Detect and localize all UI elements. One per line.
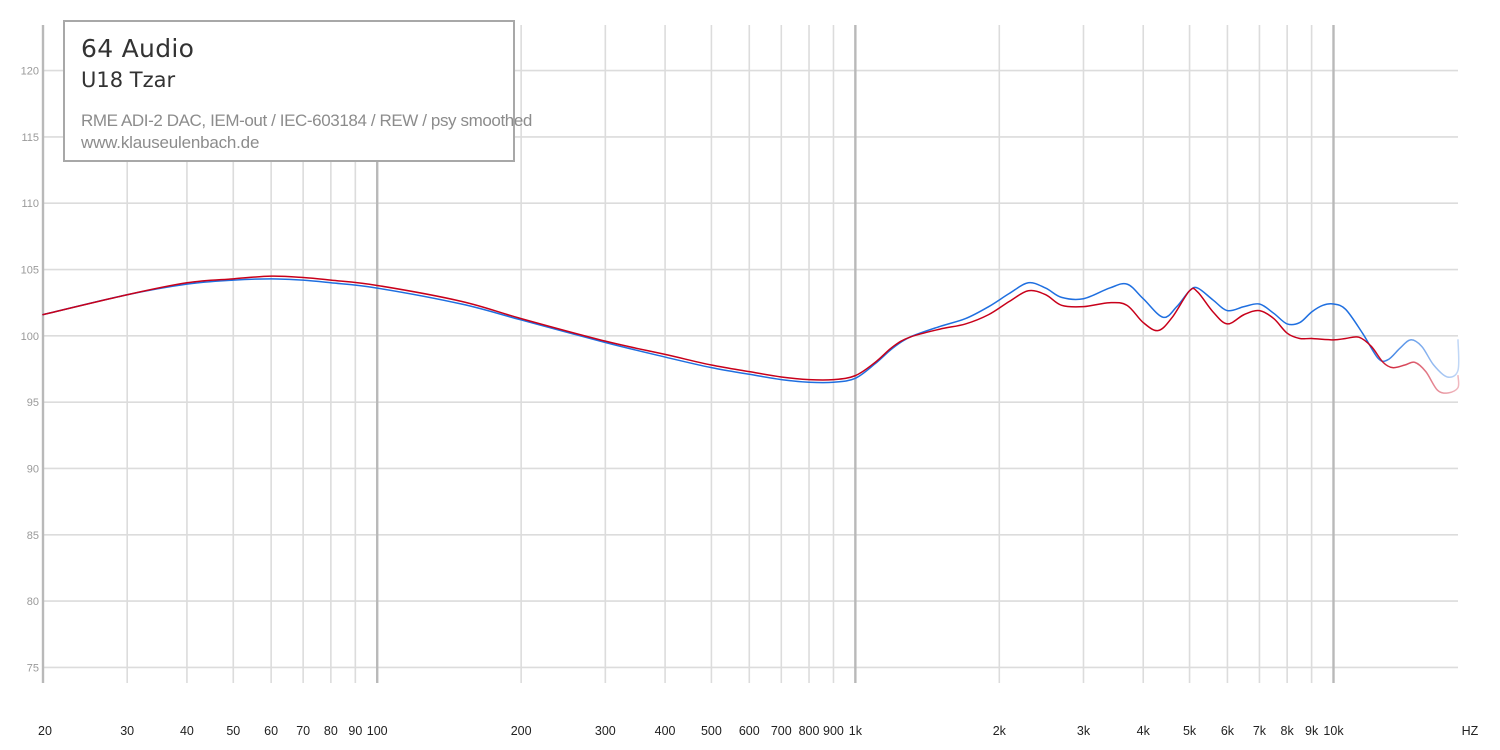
y-tick-label-100: 100	[21, 331, 39, 343]
legend-website: www.klauseulenbach.de	[81, 133, 260, 152]
y-tick-label-85: 85	[27, 530, 39, 542]
x-tick-label-7k: 7k	[1253, 724, 1267, 738]
series-line-red	[42, 275, 1460, 394]
y-tick-label-80: 80	[27, 596, 39, 608]
x-tick-label-200: 200	[511, 724, 532, 738]
x-tick-label-100: 100	[367, 724, 388, 738]
series-line-blue	[42, 278, 1460, 384]
legend-measurement-setup: RME ADI-2 DAC, IEM-out / IEC-603184 / RE…	[81, 111, 532, 130]
x-tick-label-8k: 8k	[1281, 724, 1295, 738]
chart-legend-box: 64 Audio U18 Tzar RME ADI-2 DAC, IEM-out…	[63, 20, 532, 162]
x-tick-label-400: 400	[655, 724, 676, 738]
x-axis-ticks: 20 30 40 50 60 70 80 90 100 200 300 400 500 600 700 800…	[38, 724, 1479, 738]
x-tick-label-80: 80	[324, 724, 338, 738]
y-axis-ticks: 75 80 85 90 95 100 105 110 115 120	[21, 66, 39, 675]
legend-model: U18 Tzar	[81, 68, 176, 92]
x-tick-label-60: 60	[264, 724, 278, 738]
x-tick-label-800: 800	[799, 724, 820, 738]
y-tick-label-115: 115	[21, 132, 39, 144]
x-tick-label-1k: 1k	[849, 724, 863, 738]
x-tick-label-10k: 10k	[1323, 724, 1344, 738]
y-tick-label-110: 110	[21, 198, 39, 210]
x-tick-label-90: 90	[348, 724, 362, 738]
x-axis-unit-label: HZ	[1462, 724, 1479, 738]
x-tick-label-20: 20	[38, 724, 52, 738]
x-tick-label-300: 300	[595, 724, 616, 738]
x-tick-label-30: 30	[120, 724, 134, 738]
x-tick-label-70: 70	[296, 724, 310, 738]
y-tick-label-120: 120	[21, 66, 39, 78]
legend-brand: 64 Audio	[81, 34, 195, 63]
x-tick-label-9k: 9k	[1305, 724, 1319, 738]
x-tick-label-4k: 4k	[1137, 724, 1151, 738]
x-tick-label-3k: 3k	[1077, 724, 1091, 738]
chart-series	[42, 275, 1460, 394]
x-tick-label-900: 900	[823, 724, 844, 738]
x-tick-label-50: 50	[226, 724, 240, 738]
y-tick-label-90: 90	[27, 463, 39, 475]
x-tick-label-5k: 5k	[1183, 724, 1197, 738]
x-tick-label-700: 700	[771, 724, 792, 738]
x-tick-label-6k: 6k	[1221, 724, 1235, 738]
x-tick-label-600: 600	[739, 724, 760, 738]
x-tick-label-2k: 2k	[993, 724, 1007, 738]
x-tick-label-500: 500	[701, 724, 722, 738]
x-tick-label-40: 40	[180, 724, 194, 738]
y-tick-label-95: 95	[27, 397, 39, 409]
y-tick-label-75: 75	[27, 662, 39, 674]
y-tick-label-105: 105	[21, 265, 39, 277]
